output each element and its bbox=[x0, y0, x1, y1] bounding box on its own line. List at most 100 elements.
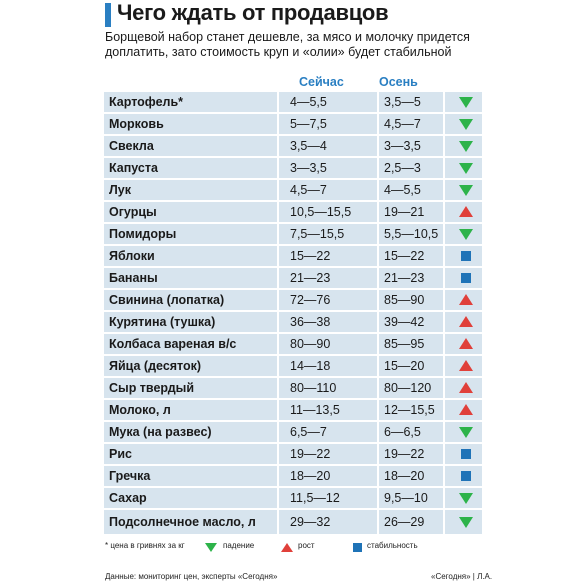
price-autumn: 6—6,5 bbox=[377, 422, 443, 442]
table-row: Гречка 18—20 18—20 bbox=[104, 466, 482, 486]
title-accent-bar bbox=[105, 3, 111, 27]
product-name: Картофель* bbox=[109, 95, 184, 109]
table-row: Молоко, л 11—13,5 12—15,5 bbox=[104, 400, 482, 420]
trend-cell bbox=[443, 510, 482, 534]
price-now: 15—22 bbox=[277, 246, 377, 266]
price-autumn: 85—95 bbox=[377, 334, 443, 354]
trend-cell bbox=[443, 378, 482, 398]
column-header-autumn: Осень bbox=[379, 75, 418, 89]
trend-cell bbox=[443, 92, 482, 112]
trend-cell bbox=[443, 224, 482, 244]
legend-stable-label: стабильность bbox=[367, 541, 418, 550]
price-autumn: 9,5—10 bbox=[377, 488, 443, 508]
trend-up-icon bbox=[459, 404, 473, 415]
price-autumn: 19—21 bbox=[377, 202, 443, 222]
trend-up-icon bbox=[459, 338, 473, 349]
price-now: 4,5—7 bbox=[277, 180, 377, 200]
price-now: 11,5—12 bbox=[277, 488, 377, 508]
trend-cell bbox=[443, 466, 482, 486]
trend-cell bbox=[443, 488, 482, 508]
product-name: Молоко, л bbox=[109, 403, 171, 417]
price-now: 3—3,5 bbox=[277, 158, 377, 178]
table-row: Бананы 21—23 21—23 bbox=[104, 268, 482, 288]
trend-up-icon bbox=[459, 316, 473, 327]
table-row: Колбаса вареная в/с 80—90 85—95 bbox=[104, 334, 482, 354]
trend-up-icon bbox=[459, 360, 473, 371]
product-name: Подсолнечное масло, л bbox=[109, 515, 256, 529]
trend-up-icon bbox=[459, 294, 473, 305]
price-now: 5—7,5 bbox=[277, 114, 377, 134]
price-now: 21—23 bbox=[277, 268, 377, 288]
product-name: Бананы bbox=[109, 271, 158, 285]
price-autumn: 5,5—10,5 bbox=[377, 224, 443, 244]
price-now: 36—38 bbox=[277, 312, 377, 332]
price-now: 3,5—4 bbox=[277, 136, 377, 156]
price-now: 80—90 bbox=[277, 334, 377, 354]
trend-up-icon bbox=[459, 382, 473, 393]
price-autumn: 4,5—7 bbox=[377, 114, 443, 134]
trend-cell bbox=[443, 158, 482, 178]
trend-cell bbox=[443, 180, 482, 200]
price-autumn: 19—22 bbox=[377, 444, 443, 464]
price-now: 6,5—7 bbox=[277, 422, 377, 442]
trend-cell bbox=[443, 268, 482, 288]
trend-up-icon bbox=[459, 206, 473, 217]
product-name: Лук bbox=[109, 183, 131, 197]
trend-down-icon bbox=[459, 517, 473, 528]
table-row: Огурцы 10,5—15,5 19—21 bbox=[104, 202, 482, 222]
price-autumn: 26—29 bbox=[377, 510, 443, 534]
subtitle-line-1: Борщевой набор станет дешевле, за мясо и… bbox=[105, 30, 470, 44]
price-autumn: 3—3,5 bbox=[377, 136, 443, 156]
subtitle-line-2: доплатить, зато стоимость круп и «олии» … bbox=[105, 45, 452, 59]
price-now: 18—20 bbox=[277, 466, 377, 486]
trend-down-icon bbox=[459, 229, 473, 240]
trend-cell bbox=[443, 290, 482, 310]
footer-source: Данные: мониторинг цен, эксперты «Сегодн… bbox=[105, 572, 278, 581]
trend-stable-icon bbox=[461, 471, 471, 481]
table-row: Курятина (тушка) 36—38 39—42 bbox=[104, 312, 482, 332]
table-row: Морковь 5—7,5 4,5—7 bbox=[104, 114, 482, 134]
price-now: 11—13,5 bbox=[277, 400, 377, 420]
table-row: Помидоры 7,5—15,5 5,5—10,5 bbox=[104, 224, 482, 244]
trend-down-icon bbox=[459, 493, 473, 504]
price-now: 10,5—15,5 bbox=[277, 202, 377, 222]
trend-cell bbox=[443, 400, 482, 420]
trend-down-icon bbox=[459, 185, 473, 196]
product-name: Гречка bbox=[109, 469, 151, 483]
product-name: Сахар bbox=[109, 491, 147, 505]
product-name: Свекла bbox=[109, 139, 154, 153]
table-row: Свинина (лопатка) 72—76 85—90 bbox=[104, 290, 482, 310]
price-now: 4—5,5 bbox=[277, 92, 377, 112]
trend-cell bbox=[443, 136, 482, 156]
price-now: 80—110 bbox=[277, 378, 377, 398]
legend-up-icon bbox=[281, 543, 293, 552]
column-header-now: Сейчас bbox=[299, 75, 344, 89]
trend-cell bbox=[443, 202, 482, 222]
product-name: Яблоки bbox=[109, 249, 155, 263]
product-name: Огурцы bbox=[109, 205, 157, 219]
price-now: 72—76 bbox=[277, 290, 377, 310]
trend-cell bbox=[443, 114, 482, 134]
legend-down-icon bbox=[205, 543, 217, 552]
price-autumn: 15—20 bbox=[377, 356, 443, 376]
price-autumn: 15—22 bbox=[377, 246, 443, 266]
trend-cell bbox=[443, 444, 482, 464]
table-row: Капуста 3—3,5 2,5—3 bbox=[104, 158, 482, 178]
product-name: Сыр твердый bbox=[109, 381, 195, 395]
price-autumn: 80—120 bbox=[377, 378, 443, 398]
product-name: Мука (на развес) bbox=[109, 425, 212, 439]
trend-cell bbox=[443, 356, 482, 376]
legend-note: * цена в гривнях за кг bbox=[105, 541, 185, 550]
price-now: 7,5—15,5 bbox=[277, 224, 377, 244]
subtitle: Борщевой набор станет дешевле, за мясо и… bbox=[105, 30, 485, 60]
legend-down-label: падение bbox=[223, 541, 255, 550]
table-row: Подсолнечное масло, л 29—32 26—29 bbox=[104, 510, 482, 534]
table-row: Сахар 11,5—12 9,5—10 bbox=[104, 488, 482, 508]
trend-down-icon bbox=[459, 97, 473, 108]
product-name: Свинина (лопатка) bbox=[109, 293, 225, 307]
trend-down-icon bbox=[459, 141, 473, 152]
trend-down-icon bbox=[459, 119, 473, 130]
product-name: Колбаса вареная в/с bbox=[109, 337, 237, 351]
footer-credit: «Сегодня» | Л.А. bbox=[431, 572, 493, 581]
